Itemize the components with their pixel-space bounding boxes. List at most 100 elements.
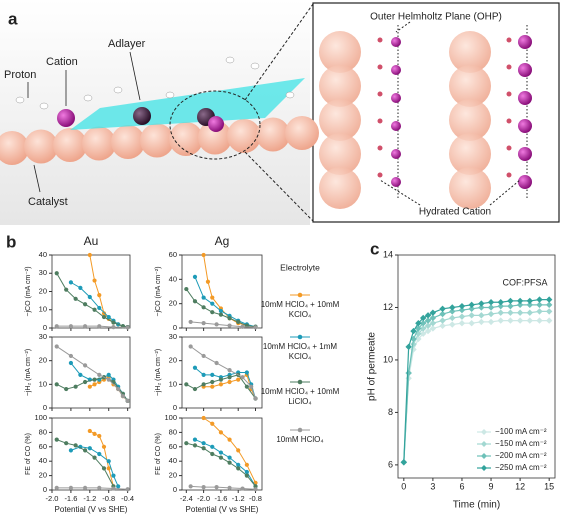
y-tick-label: 20 — [169, 356, 177, 365]
catalyst-atom — [319, 133, 361, 175]
y-axis-label: −jH₂ (mA cm⁻²) — [155, 349, 162, 396]
data-point — [210, 372, 215, 377]
y-tick-label: 60 — [39, 442, 47, 451]
hydrated-cation — [391, 121, 401, 131]
data-point — [468, 301, 475, 309]
catalyst-atom — [449, 167, 491, 209]
cation — [57, 109, 75, 127]
pointer — [489, 179, 521, 206]
data-point — [101, 444, 107, 449]
data-point — [68, 448, 74, 453]
y-tick-label: 100 — [164, 413, 177, 422]
data-point — [68, 360, 74, 366]
legend-label: 10mM HClO₄ + 10mM KClO₄ — [260, 300, 340, 319]
y-tick-label: 12 — [383, 302, 393, 312]
legend-label: 10mM HClO₄ + 1mM KClO₄ — [262, 342, 338, 361]
data-point — [82, 363, 88, 368]
y-tick-label: 0 — [173, 485, 177, 494]
data-point — [545, 317, 553, 324]
data-point — [73, 296, 78, 301]
legend-label: 10mM HClO₄ — [276, 435, 324, 444]
panel-label: b — [6, 232, 16, 251]
water — [506, 37, 512, 43]
panel-label: c — [370, 239, 379, 258]
data-point — [64, 287, 69, 292]
pointer — [33, 164, 41, 193]
data-point — [73, 384, 78, 389]
data-point — [97, 324, 102, 329]
data-point — [82, 302, 88, 307]
data-point — [536, 301, 543, 309]
data-point — [78, 285, 83, 290]
plot-frame — [51, 417, 131, 491]
proton — [15, 96, 25, 104]
data-point — [218, 430, 224, 435]
y-tick-label: 40 — [169, 274, 177, 283]
data-point — [218, 377, 224, 382]
y-axis-label: FE of CO (%) — [155, 433, 162, 475]
data-point — [214, 360, 219, 366]
y-axis-label: pH of permeate — [367, 332, 378, 401]
data-point — [188, 319, 193, 325]
data-point — [210, 451, 215, 457]
legend-marker — [481, 429, 487, 435]
proton — [39, 102, 49, 110]
data-point — [87, 446, 92, 451]
data-point — [419, 330, 427, 337]
catalyst-sphere — [227, 119, 261, 153]
data-point — [497, 317, 504, 324]
data-point — [507, 317, 514, 324]
data-point — [92, 382, 97, 387]
y-tick-label: 60 — [169, 250, 177, 259]
data-point — [116, 484, 121, 489]
data-point — [201, 252, 206, 258]
hydrated-cation — [518, 63, 532, 77]
data-point — [54, 437, 59, 442]
data-point — [405, 343, 412, 351]
x-tick-label: 6 — [459, 481, 464, 491]
water — [377, 91, 383, 97]
data-point — [97, 372, 102, 377]
data-point — [227, 323, 232, 328]
data-point — [106, 314, 111, 320]
data-point — [253, 325, 258, 330]
data-point — [478, 312, 485, 319]
legend-label: −150 mA cm⁻² — [495, 439, 547, 448]
data-point — [236, 466, 241, 471]
illustration-label: Hydrated Cation — [419, 207, 491, 218]
data-point — [526, 297, 534, 305]
data-point — [68, 485, 74, 490]
y-tick-label: 30 — [39, 268, 47, 277]
water — [377, 145, 383, 151]
data-point — [244, 384, 249, 389]
illustration-label: Adlayer — [108, 38, 146, 50]
data-point — [64, 441, 69, 446]
data-point — [526, 301, 534, 309]
data-point — [526, 317, 534, 324]
water — [377, 118, 383, 124]
data-point — [227, 379, 232, 385]
x-tick-label: -1.2 — [232, 494, 245, 503]
data-point — [497, 302, 504, 310]
data-point — [106, 377, 111, 382]
data-point — [253, 487, 258, 492]
data-point — [116, 386, 121, 392]
y-tick-label: 60 — [169, 442, 177, 451]
y-tick-label: 10 — [169, 379, 177, 388]
plot-frame — [397, 254, 556, 479]
data-point — [54, 485, 59, 490]
legend-marker — [297, 379, 303, 385]
chart-title: Au — [84, 234, 99, 248]
data-point — [125, 325, 130, 330]
illustration-label: Proton — [4, 69, 36, 81]
y-tick-label: 10 — [39, 379, 47, 388]
catalyst-sphere — [82, 126, 116, 161]
pointer — [129, 51, 141, 101]
data-point — [405, 369, 412, 377]
data-point — [218, 312, 224, 317]
data-point — [507, 302, 514, 310]
data-point — [244, 462, 249, 467]
data-point — [192, 443, 198, 448]
y-tick-label: 80 — [39, 427, 47, 436]
data-point — [249, 384, 254, 389]
